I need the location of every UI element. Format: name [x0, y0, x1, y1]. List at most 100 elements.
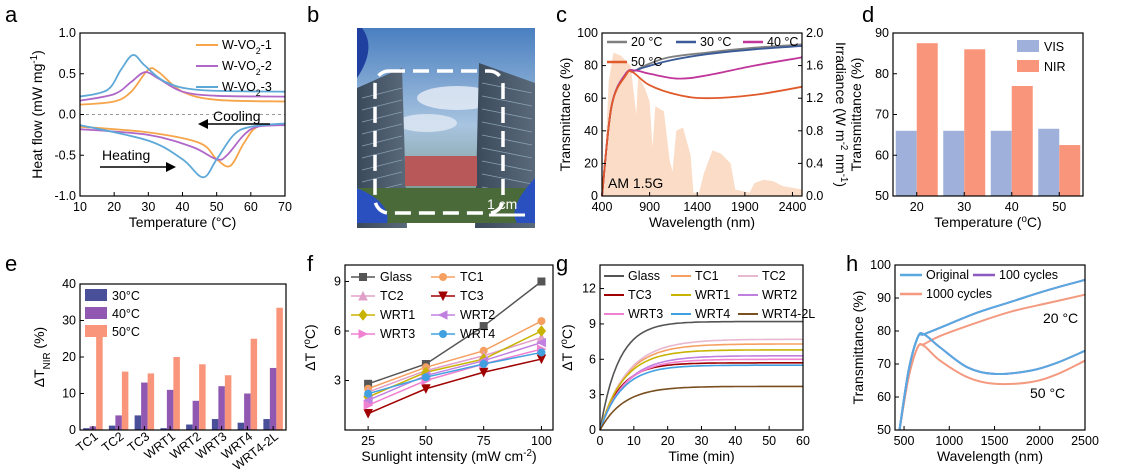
bar	[134, 415, 142, 430]
x-tick-label: 100	[531, 434, 552, 448]
y-tick-label: 0	[589, 423, 596, 437]
bar	[141, 382, 148, 430]
panel-label: h	[846, 251, 858, 276]
y-tick-label: 60	[584, 91, 598, 105]
y-tick-label: 60	[877, 390, 891, 404]
window-row	[481, 147, 533, 159]
x-axis-label: Time (min)	[668, 448, 734, 464]
bar	[108, 425, 116, 430]
legend-label: VIS	[1044, 40, 1064, 54]
window-row	[481, 160, 533, 172]
panel-label: e	[5, 251, 17, 276]
y-tick-label: -1.0	[54, 189, 76, 203]
data-point	[358, 309, 368, 321]
y-tick-label: 60	[875, 148, 889, 162]
x-tick-label: 1400	[683, 200, 711, 214]
y2-tick-label: 0.8	[806, 124, 823, 138]
legend-label: W-VO2-2	[222, 59, 272, 77]
series-line	[367, 280, 542, 385]
series-line	[367, 358, 542, 415]
series-line	[79, 71, 286, 102]
y-tick-label: 90	[875, 26, 889, 40]
legend-label: 1000 cycles	[926, 287, 992, 301]
bar	[895, 130, 917, 196]
data-point	[421, 373, 430, 382]
series-line	[367, 336, 542, 393]
series-line	[599, 364, 803, 431]
window-row	[361, 159, 403, 171]
legend-label: WRT1	[695, 288, 730, 302]
bar	[1038, 128, 1060, 196]
bar	[1059, 145, 1081, 196]
y-tick-label: 100	[870, 258, 891, 272]
legend-label: WRT2	[762, 288, 797, 302]
y-axis-label: Transmittance (%)	[850, 291, 866, 405]
legend-label: Original	[926, 268, 969, 282]
legend-label: 40°C	[112, 307, 140, 321]
legend-swatch	[1017, 40, 1039, 52]
legend-label: WRT4	[460, 327, 495, 341]
window-row	[361, 135, 403, 147]
bar	[115, 415, 122, 430]
y-tick-label: 80	[875, 67, 889, 81]
legend-swatch	[85, 307, 107, 319]
y-tick-label: 80	[584, 59, 598, 73]
bar	[199, 364, 206, 430]
legend-label: TC2	[380, 289, 404, 303]
x-tick-label: 70	[278, 200, 292, 214]
solar-spectrum-area	[602, 52, 802, 196]
annotation: 50 °C	[1030, 385, 1065, 401]
bar	[276, 307, 283, 430]
bar	[1011, 85, 1033, 196]
x-tick-label: 10	[73, 200, 87, 214]
data-point	[364, 379, 373, 388]
legend-label: TC1	[695, 269, 719, 283]
data-point	[536, 337, 546, 348]
window-row	[481, 173, 533, 185]
x-tick-label: 20	[107, 200, 121, 214]
legend-label: NIR	[1044, 60, 1066, 74]
window-row	[361, 111, 403, 123]
bar	[244, 393, 251, 430]
y-tick-label: 70	[875, 108, 889, 122]
bar	[192, 400, 200, 430]
legend-label: W-VO2-1	[222, 38, 272, 56]
x-tick-label: 75	[477, 434, 491, 448]
series-line	[898, 278, 1086, 431]
y2-tick-label: 1.2	[806, 91, 823, 105]
x-tick-label: 0	[597, 434, 604, 448]
data-point	[439, 330, 447, 338]
panel-h: h 500 1000 1500 2000 2500 50 60 70 80 90 100 Wavelen…	[846, 251, 1099, 464]
series-line	[898, 278, 1086, 431]
y2-tick-label: 2.0	[806, 26, 823, 40]
legend-label: 40 °C	[767, 35, 798, 49]
legend-label: 30°C	[112, 289, 140, 303]
data-point	[479, 322, 488, 331]
data-point	[362, 395, 373, 406]
data-point	[478, 367, 489, 378]
legend-label: TC3	[460, 289, 484, 303]
series-line	[367, 330, 542, 398]
x-tick-label: 50	[419, 434, 433, 448]
window-row	[481, 82, 533, 94]
arrow-head	[198, 119, 208, 129]
y-axis-label: Transmittance (%)	[557, 58, 573, 172]
x-tick-label: 1000	[935, 434, 963, 448]
y-tick-label: 80	[877, 324, 891, 338]
data-point	[421, 384, 431, 394]
legend-label: WRT1	[380, 308, 415, 322]
legend-label: WRT3	[380, 327, 415, 341]
y-tick-label: 0	[591, 189, 598, 203]
bar	[964, 49, 986, 196]
legend-label: 50 °C	[631, 55, 662, 69]
x-tick-label: TC1	[73, 429, 100, 455]
cloud	[417, 86, 497, 110]
data-point	[358, 290, 368, 301]
data-point	[363, 409, 373, 419]
data-point	[537, 317, 546, 326]
y-axis-label: Heat flow (mW mg-1)	[29, 50, 46, 179]
window-row	[481, 108, 533, 120]
legend-label: WRT4-2L	[762, 307, 815, 321]
series-line	[367, 341, 542, 401]
x-tick-label: 1900	[731, 200, 759, 214]
